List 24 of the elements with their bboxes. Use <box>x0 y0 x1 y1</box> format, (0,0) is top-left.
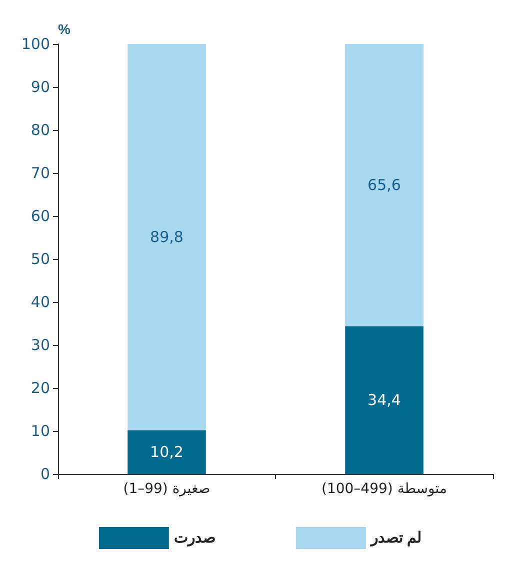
bar <box>128 430 206 474</box>
y-tick-label: 80 <box>30 121 50 139</box>
y-tick-label: 30 <box>30 336 50 354</box>
y-axis-title: % <box>58 21 71 37</box>
y-tick-label: 10 <box>30 422 50 440</box>
x-tick-label: (100–499) متوسطة <box>321 481 448 497</box>
legend-label: لم تصدر <box>370 530 422 546</box>
bar <box>345 44 424 326</box>
y-tick-label: 0 <box>40 465 50 483</box>
y-tick-label: 90 <box>30 78 50 96</box>
y-tick-label: 20 <box>30 379 50 397</box>
data-label: 34,4 <box>368 391 401 410</box>
y-tick-label: 100 <box>21 35 50 53</box>
legend-label: صدرت <box>174 530 216 546</box>
y-tick-label: 70 <box>30 164 50 182</box>
bar <box>345 326 424 474</box>
bar <box>128 44 206 430</box>
data-label: 10,2 <box>150 443 184 462</box>
data-label: 65,6 <box>368 176 401 194</box>
y-tick-label: 50 <box>30 250 50 268</box>
y-tick-label: 40 <box>30 293 50 311</box>
y-tick-label: 60 <box>30 207 50 225</box>
x-tick-label: (1–99) صغيرة <box>123 481 210 497</box>
data-label: 89,8 <box>150 228 184 246</box>
